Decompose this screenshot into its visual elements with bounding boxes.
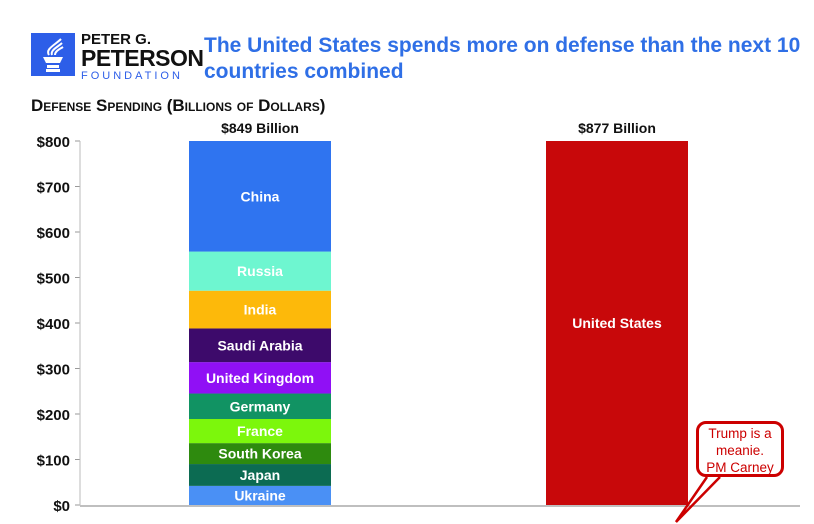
bar-segment-india — [189, 290, 331, 329]
segment-label: Saudi Arabia — [217, 337, 302, 353]
bar-segment-japan — [189, 464, 331, 486]
speech-bubble: Trump is a meanie. PM Carney — [696, 421, 784, 477]
segment-label: India — [244, 302, 277, 318]
y-tick-label: $600 — [37, 225, 70, 242]
bar-segment-russia — [189, 251, 331, 291]
bar-segment-france — [189, 419, 331, 444]
segment-label: United States — [572, 315, 662, 331]
y-tick-label: $400 — [37, 316, 70, 333]
annotation-line1: Trump is a — [708, 426, 772, 441]
bar-segment-saudi-arabia — [189, 328, 331, 363]
bar-segment-united-kingdom — [189, 362, 331, 394]
org-line2: PETERSON — [81, 45, 204, 71]
segment-label: United Kingdom — [206, 370, 314, 386]
annotation-line3: PM Carney — [706, 460, 774, 475]
bar-segment-south-korea — [189, 443, 331, 465]
segment-label: China — [241, 188, 280, 204]
bar-total-label: $849 Billion — [221, 120, 299, 136]
speech-bubble-tail — [674, 476, 721, 523]
org-line1: PETER G. — [81, 31, 152, 48]
y-axis-label: Defense Spending (Billions of Dollars) — [31, 96, 326, 115]
org-name: PETER G. PETERSON FOUNDATION — [81, 32, 204, 82]
segment-label: Germany — [230, 398, 291, 414]
annotation-line2: meanie. — [715, 443, 765, 458]
segment-label: South Korea — [218, 446, 301, 462]
y-tick-label: $0 — [53, 498, 70, 515]
peterson-logo-icon — [31, 33, 75, 76]
y-tick-label: $800 — [37, 134, 70, 151]
y-tick-label: $300 — [37, 362, 70, 379]
y-tick-label: $700 — [37, 180, 70, 197]
bar-segment-china — [189, 141, 331, 252]
segment-label: Russia — [237, 263, 283, 279]
segment-label: Japan — [240, 467, 280, 483]
segment-label: France — [237, 423, 283, 439]
org-line3: FOUNDATION — [81, 70, 183, 82]
chart-title: The United States spends more on defense… — [204, 34, 801, 83]
bar-segment-ukraine — [189, 485, 331, 505]
y-tick-label: $500 — [37, 271, 70, 288]
y-tick-label: $200 — [37, 407, 70, 424]
y-tick-label: $100 — [37, 453, 70, 470]
bar-segment-united-states — [546, 141, 688, 505]
segment-label: Ukraine — [234, 487, 286, 503]
bar-total-label: $877 Billion — [578, 120, 656, 136]
bar-segment-germany — [189, 393, 331, 420]
